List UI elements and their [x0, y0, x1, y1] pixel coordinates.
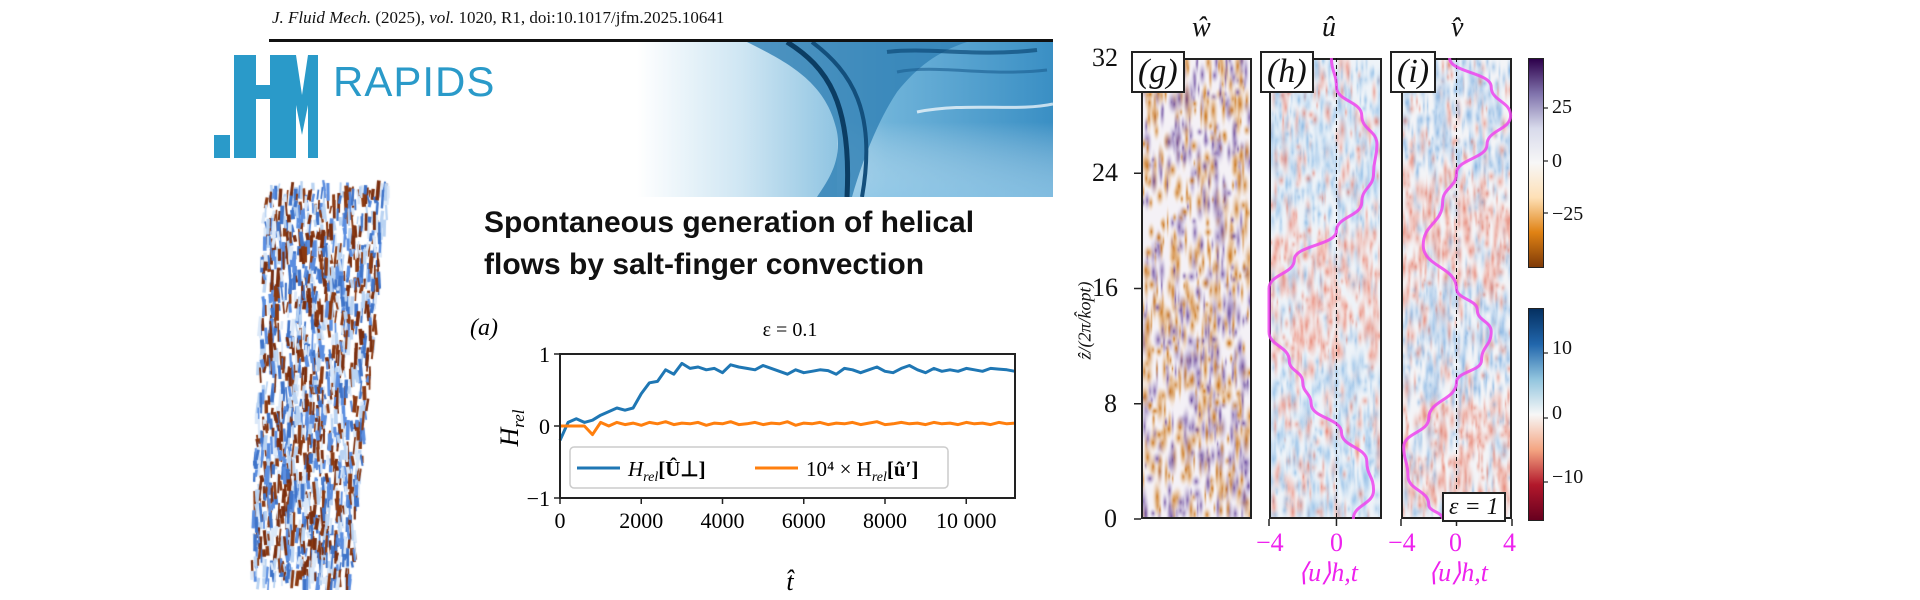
- y-tick-8: 8: [1104, 389, 1117, 418]
- panel-label-i: (i): [1390, 51, 1437, 93]
- heatmap-u: [1269, 58, 1382, 519]
- x-tick-label: 0: [555, 508, 566, 533]
- h-profile-xlabel: ⟨u⟩h,t: [1298, 558, 1359, 587]
- title-line-2: flows by salt-finger convection: [484, 248, 925, 281]
- rapids-wordmark: RAPIDS: [333, 58, 496, 105]
- title-line-1: Spontaneous generation of helical: [484, 206, 975, 239]
- chart-title: ε = 0.1: [763, 319, 818, 341]
- cb-uv-tick-0: 0: [1552, 402, 1562, 424]
- x-tick-label: 4000: [701, 508, 745, 533]
- heatmap-w: [1141, 58, 1252, 519]
- y-tick-label: 0: [539, 414, 550, 439]
- y-tick-label: 1: [539, 342, 550, 367]
- h-xtick-neg4: −4: [1256, 528, 1284, 557]
- field-label-u: û: [1322, 12, 1336, 43]
- vortex-cover-image: [637, 42, 1053, 197]
- citation-doi: 1020, R1, doi:10.1017/jfm.2025.10641: [458, 8, 725, 27]
- journal-year: (2025),: [375, 8, 425, 27]
- paper-title: Spontaneous generation of helical flows …: [484, 202, 974, 286]
- citation-header: J. Fluid Mech. (2025), vol. 1020, R1, do…: [272, 8, 724, 28]
- colorbar-uv: [1528, 308, 1544, 521]
- h-xtick-0: 0: [1330, 528, 1343, 557]
- cb-uv-tick-neg10: −10: [1552, 466, 1584, 488]
- journal-name: J. Fluid Mech.: [272, 8, 372, 27]
- colorbar-w: [1528, 58, 1544, 268]
- y-tick-0: 0: [1104, 504, 1117, 533]
- i-xtick-0: 0: [1449, 528, 1462, 557]
- helicity-time-series-chart: (a) ε = 0.1 0 2000 4000 6000 8000 10 00010−1 …: [470, 315, 1016, 596]
- velocity-heatmap-figure: ŵ û v̂ (g) (h) (i) ε = 1 32 24 16 8 0 ẑ/…: [1040, 0, 1600, 600]
- profile-overlay: [1134, 57, 1548, 526]
- cb-w-tick-neg25: −25: [1552, 203, 1584, 225]
- x-axis-label: t̂: [786, 567, 795, 596]
- cb-uv-tick-10: 10: [1552, 337, 1572, 359]
- header-rule: [269, 39, 1053, 42]
- panel-label-h: (h): [1260, 51, 1314, 93]
- volume-label: vol.: [429, 8, 455, 27]
- panel-label-a: (a): [470, 315, 498, 341]
- cb-w-tick-0: 0: [1552, 150, 1562, 172]
- salt-finger-3d-render: [240, 170, 410, 590]
- x-tick-label: 10 000: [936, 508, 997, 533]
- field-label-v: v̂: [1451, 12, 1464, 43]
- jfm-logo: [214, 55, 318, 158]
- field-label-w: ŵ: [1192, 12, 1211, 43]
- z-axis-label: ẑ/(2π/k̂opt): [1074, 281, 1095, 360]
- h-profile-curve: [1267, 57, 1379, 520]
- y-tick-32: 32: [1092, 43, 1118, 72]
- series-line-blue: [558, 361, 1016, 442]
- epsilon-annotation: ε = 1: [1442, 492, 1506, 522]
- y-axis-label: Hrel: [495, 409, 528, 447]
- legend-label-orange: 10⁴ × Hrel[û′]: [806, 457, 918, 485]
- x-tick-label: 6000: [782, 508, 826, 533]
- legend: Hrel[Û⊥] 10⁴ × Hrel[û′]: [569, 446, 949, 489]
- y-tick-16: 16: [1092, 273, 1118, 302]
- x-tick-label: 8000: [863, 508, 907, 533]
- panel-label-g: (g): [1131, 51, 1185, 93]
- y-tick-label: −1: [527, 486, 550, 511]
- i-profile-xlabel: ⟨u⟩h,t: [1428, 558, 1489, 587]
- cb-w-tick-25: 25: [1552, 96, 1572, 118]
- legend-label-blue: Hrel[Û⊥]: [627, 457, 706, 485]
- plot-frame: [559, 353, 1016, 499]
- i-profile-curve: [1402, 57, 1513, 520]
- y-tick-24: 24: [1092, 158, 1118, 187]
- x-tick-label: 2000: [619, 508, 663, 533]
- series-line-orange: [560, 420, 1016, 437]
- i-xtick-neg4: −4: [1388, 528, 1416, 557]
- i-xtick-4: 4: [1503, 528, 1516, 557]
